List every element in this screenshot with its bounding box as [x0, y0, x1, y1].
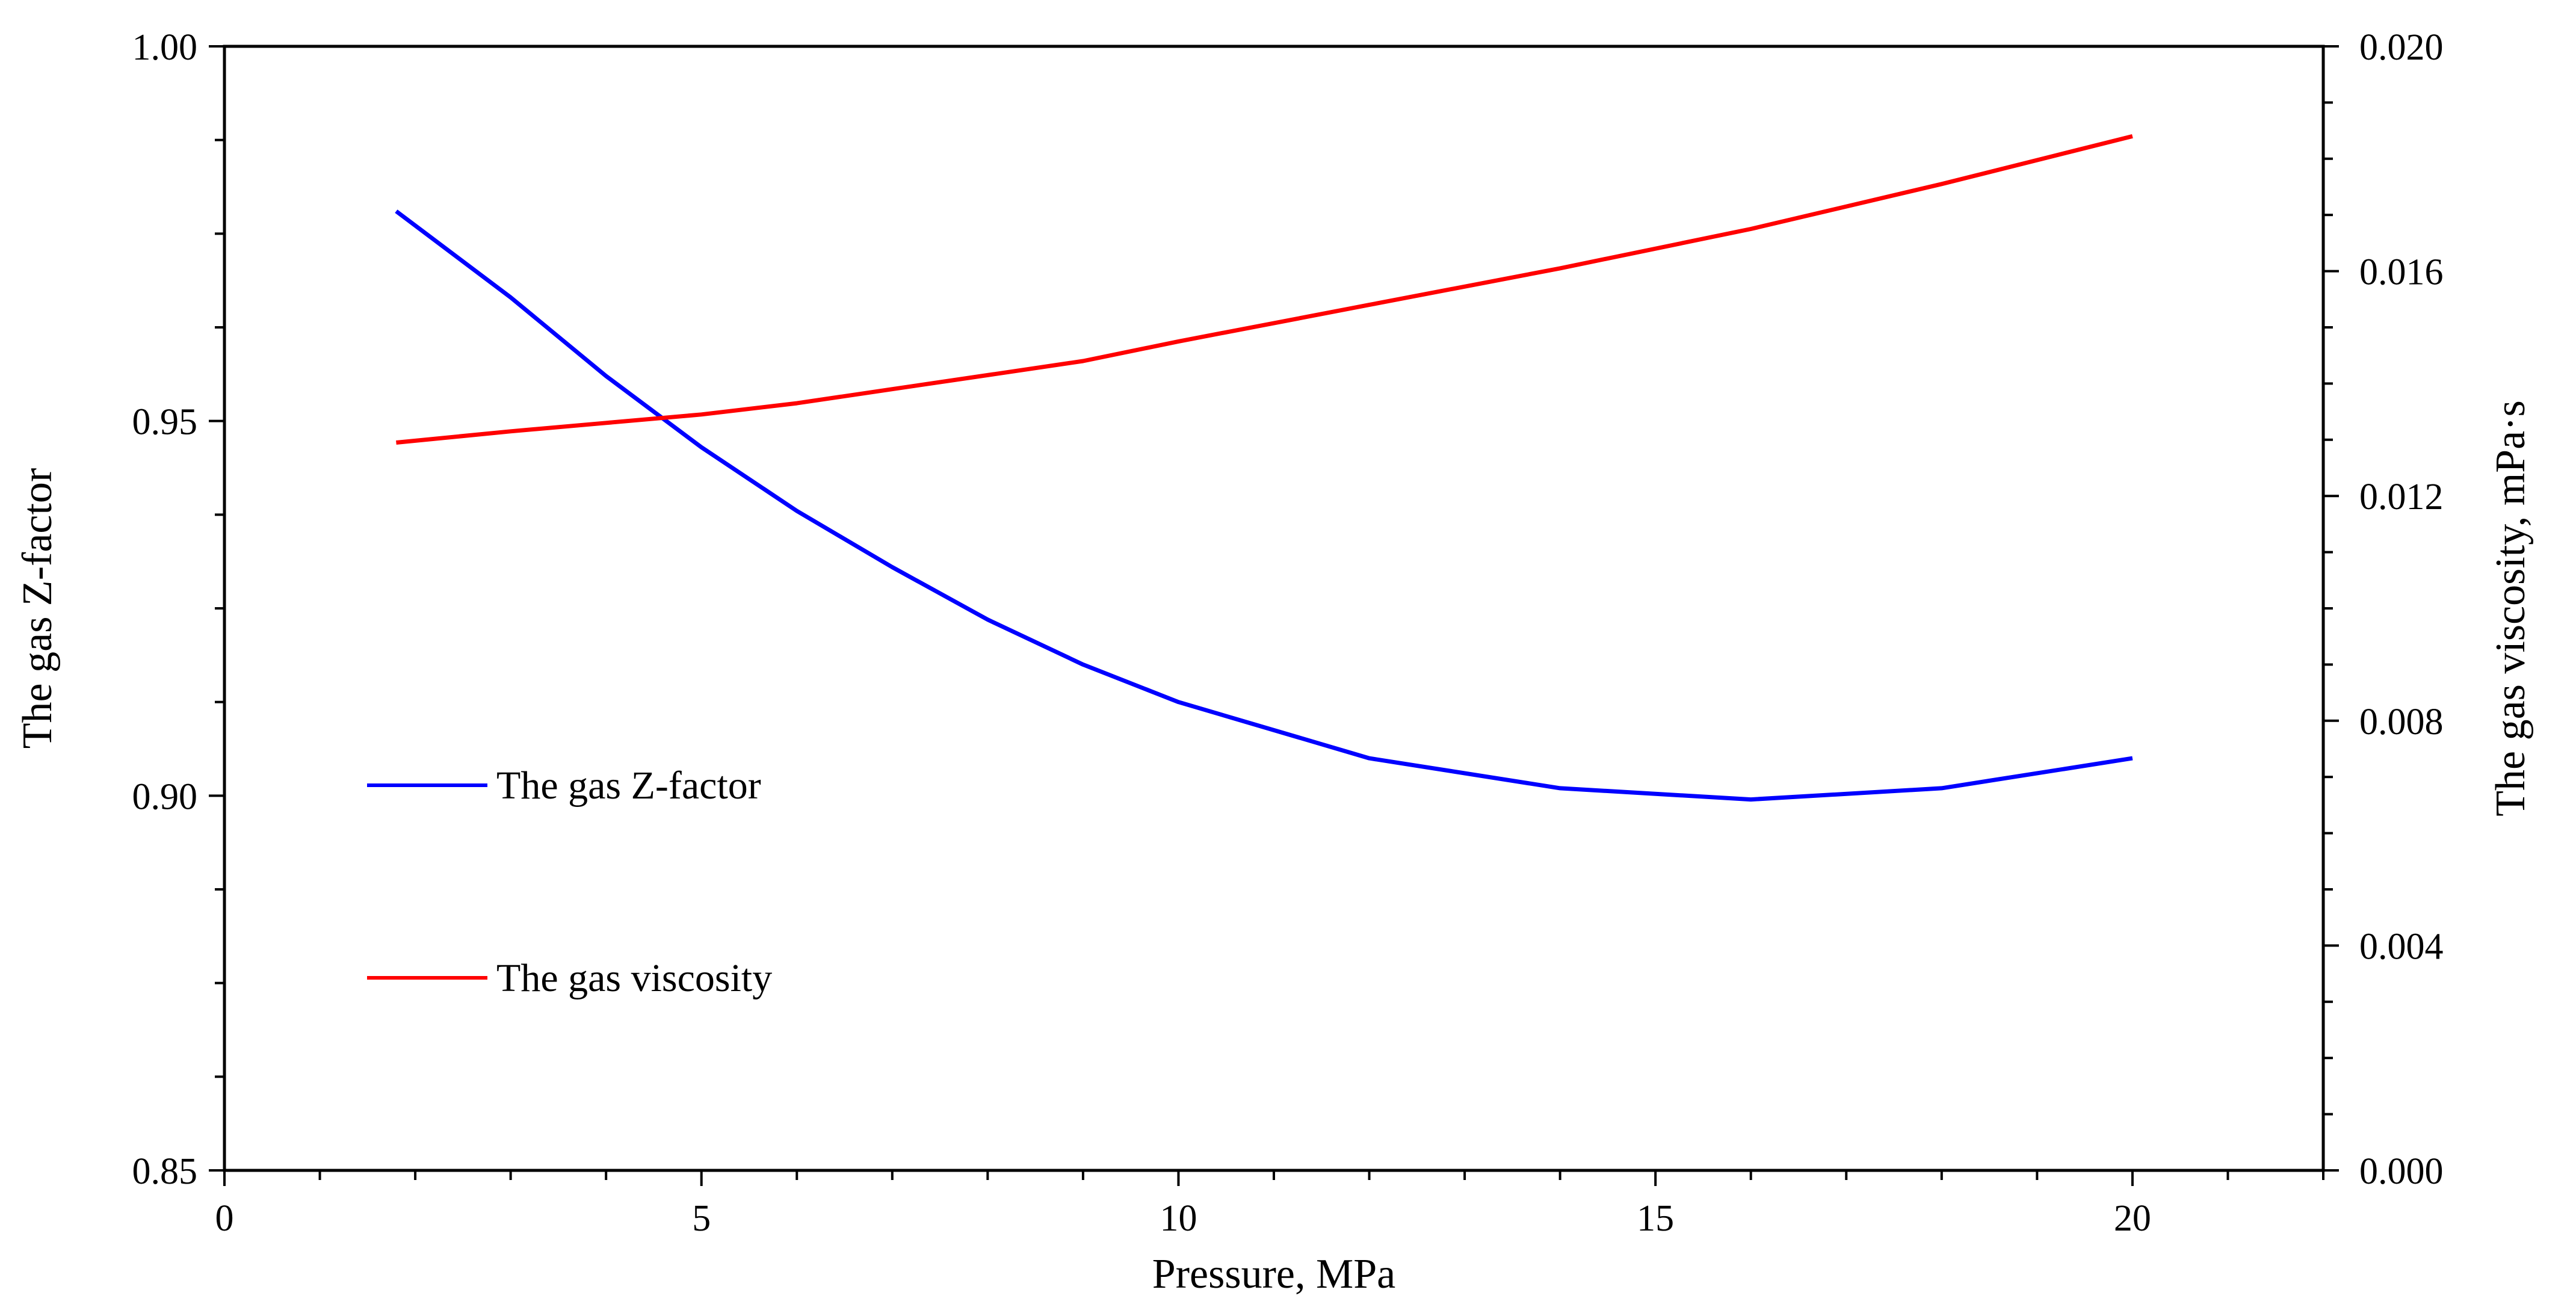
viscosity-series-line: [396, 134, 2133, 445]
y-tick-label: 0.95: [132, 402, 198, 443]
y-tick-label: 1.00: [132, 27, 198, 68]
z-factor-series-line: [395, 209, 2133, 802]
legend-label-z-factor: The gas Z-factor: [496, 764, 761, 808]
y2-tick-label: 0.016: [2359, 252, 2444, 293]
legend-label-viscosity: The gas viscosity: [496, 956, 772, 1000]
x-tick-label: 0: [215, 1198, 234, 1239]
right-y-axis-ticks: 0.000 0.004 0.008 0.012 0.016 0.020: [2323, 27, 2444, 1192]
x-tick-label: 15: [1637, 1198, 1674, 1239]
y2-tick-label: 0.020: [2359, 27, 2444, 68]
y2-tick-label: 0.000: [2359, 1151, 2444, 1192]
x-tick-label: 5: [692, 1198, 711, 1239]
x-axis-ticks: 0 5 10 15 20: [215, 1170, 2324, 1239]
y2-tick-label: 0.008: [2359, 702, 2444, 743]
y2-tick-label: 0.012: [2359, 477, 2444, 517]
left-y-axis-title: The gas Z-factor: [14, 468, 61, 749]
x-axis-title: Pressure, MPa: [1152, 1251, 1395, 1297]
legend: The gas Z-factor The gas viscosity: [367, 764, 772, 1000]
y-tick-label: 0.85: [132, 1151, 198, 1192]
y2-tick-label: 0.004: [2359, 926, 2444, 967]
left-y-axis-ticks: 0.85 0.90 0.95 1.00: [132, 27, 224, 1192]
series-layer: [395, 134, 2133, 802]
x-tick-label: 20: [2114, 1198, 2151, 1239]
y-tick-label: 0.90: [132, 776, 198, 817]
x-tick-label: 10: [1160, 1198, 1197, 1239]
right-y-axis-title: The gas viscosity, mPa·s: [2488, 400, 2534, 817]
